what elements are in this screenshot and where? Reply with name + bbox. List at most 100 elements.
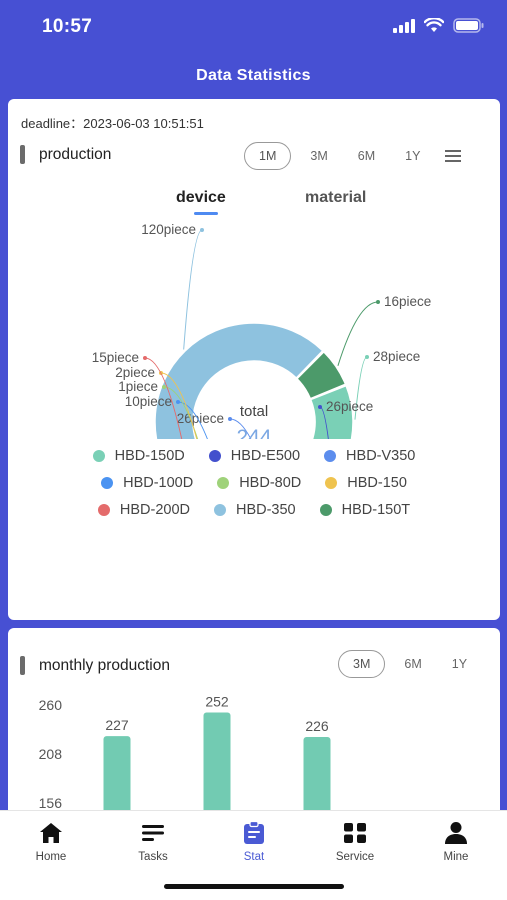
- leader-dot: [318, 405, 322, 409]
- stat-icon: [244, 821, 264, 844]
- legend-item[interactable]: HBD-350: [213, 501, 296, 518]
- legend-item[interactable]: HBD-80D: [217, 475, 301, 491]
- leader-line: [144, 357, 183, 439]
- home-indicator: [164, 884, 344, 889]
- legend-swatch: [325, 476, 338, 489]
- slice-label: 2piece: [115, 365, 155, 380]
- bar-value-label: 252: [205, 694, 229, 710]
- tab-mine[interactable]: Mine: [416, 821, 496, 863]
- tab-active-indicator: [194, 212, 218, 215]
- slice-label: 16piece: [384, 294, 431, 309]
- leader-dot: [376, 300, 380, 304]
- legend-item[interactable]: HBD-150: [325, 475, 407, 491]
- period-6m-button[interactable]: 6M: [357, 149, 376, 163]
- chart-legend: HBD-150D HBD-E500 HBD-V350 HBD-100D HBD-80D H…: [8, 442, 500, 523]
- leader-dot: [143, 356, 147, 360]
- period-1m-button[interactable]: 1M: [244, 142, 292, 170]
- legend-label: HBD-200D: [119, 501, 190, 518]
- production-header: production: [20, 145, 111, 164]
- slice-label: 26piece: [326, 399, 373, 414]
- production-title: production: [39, 145, 112, 163]
- leader-line: [183, 229, 203, 350]
- legend-label: HBD-V350: [346, 447, 416, 464]
- monthly-period-selector: 3M 6M 1Y: [330, 650, 478, 678]
- bar-value-label: 227: [105, 717, 129, 733]
- legend-swatch: [208, 449, 221, 462]
- production-period-selector: 1M 3M 6M 1Y: [236, 142, 462, 170]
- period-3m-button[interactable]: 3M: [338, 650, 386, 678]
- legend-swatch: [101, 476, 114, 489]
- status-icons: [393, 18, 485, 33]
- legend-swatch: [324, 449, 337, 462]
- bar[interactable]: [103, 736, 131, 828]
- leader-dot: [176, 400, 180, 404]
- donut-slice[interactable]: [154, 322, 324, 439]
- bar-value-label: 226: [305, 718, 329, 734]
- monthly-production-card: monthly production 3M 6M 1Y 260 208 156 227…: [8, 628, 500, 828]
- legend-item[interactable]: HBD-150T: [319, 502, 410, 518]
- wifi-icon: [424, 18, 444, 32]
- leader-dot: [162, 385, 166, 389]
- y-tick-label: 208: [39, 746, 63, 762]
- menu-icon[interactable]: [445, 150, 462, 162]
- donut-slice[interactable]: [309, 384, 354, 439]
- section-marker: [20, 656, 25, 675]
- person-icon: [445, 822, 467, 844]
- tab-stat[interactable]: Stat: [214, 821, 294, 863]
- monthly-title: monthly production: [39, 656, 170, 674]
- total-value: 244: [236, 426, 271, 439]
- bar[interactable]: [303, 737, 331, 828]
- tab-material[interactable]: material: [305, 189, 367, 206]
- bar[interactable]: [203, 712, 231, 828]
- tab-home[interactable]: Home: [11, 821, 91, 863]
- slice-label: 120piece: [141, 222, 196, 237]
- period-3m-button[interactable]: 3M: [310, 149, 328, 163]
- y-tick-label: 260: [39, 697, 63, 713]
- tab-device[interactable]: device: [176, 189, 226, 206]
- period-1y-button[interactable]: 1Y: [451, 657, 468, 671]
- legend-item[interactable]: HBD-150D: [92, 447, 185, 464]
- leader-line: [163, 386, 199, 439]
- legend-item[interactable]: HBD-200D: [97, 501, 190, 518]
- battery-icon: [453, 18, 484, 33]
- legend-label: HBD-100D: [123, 474, 194, 491]
- signal-icon: [393, 18, 415, 33]
- legend-item[interactable]: HBD-100D: [101, 475, 193, 491]
- leader-line: [337, 301, 379, 366]
- monthly-header: monthly production: [20, 656, 170, 675]
- legend-swatch: [213, 503, 226, 516]
- tab-service[interactable]: Service: [315, 821, 395, 863]
- monthly-bar-chart: 260 208 156 227 252 226: [39, 694, 331, 828]
- slice-label: 10piece: [125, 394, 172, 409]
- y-tick-label: 156: [39, 795, 63, 811]
- leader-dot: [228, 417, 232, 421]
- tab-tasks-label: Tasks: [138, 851, 168, 863]
- legend-item[interactable]: HBD-V350: [324, 448, 415, 464]
- status-bar: 10:57: [0, 0, 507, 56]
- legend-swatch: [319, 503, 332, 516]
- period-1y-button[interactable]: 1Y: [405, 149, 421, 163]
- tab-home-label: Home: [35, 851, 67, 863]
- deadline-text: deadline：2023-06-03 10:51:51: [21, 116, 204, 131]
- leader-line: [177, 401, 208, 439]
- legend-label: HBD-150: [347, 474, 407, 491]
- legend-label: HBD-E500: [230, 447, 301, 464]
- leader-dot: [200, 228, 204, 232]
- period-6m-button[interactable]: 6M: [404, 657, 422, 671]
- legend-label: HBD-150D: [114, 447, 185, 464]
- leader-line: [160, 372, 198, 439]
- total-label: total: [240, 403, 268, 420]
- home-icon: [40, 823, 62, 843]
- slice-label: 28piece: [373, 349, 420, 364]
- legend-swatch: [92, 449, 105, 462]
- page-title: Data Statistics: [196, 67, 311, 84]
- legend-row: HBD-150D HBD-E500 HBD-V350: [8, 442, 500, 469]
- tasks-icon: [142, 825, 164, 841]
- donut-slice[interactable]: [295, 350, 347, 400]
- tab-service-label: Service: [335, 851, 375, 863]
- service-icon: [344, 823, 366, 843]
- tab-tasks[interactable]: Tasks: [113, 821, 193, 863]
- legend-label: HBD-350: [235, 501, 296, 518]
- legend-row: HBD-200D HBD-350 HBD-150T: [8, 496, 500, 523]
- legend-item[interactable]: HBD-E500: [208, 447, 301, 464]
